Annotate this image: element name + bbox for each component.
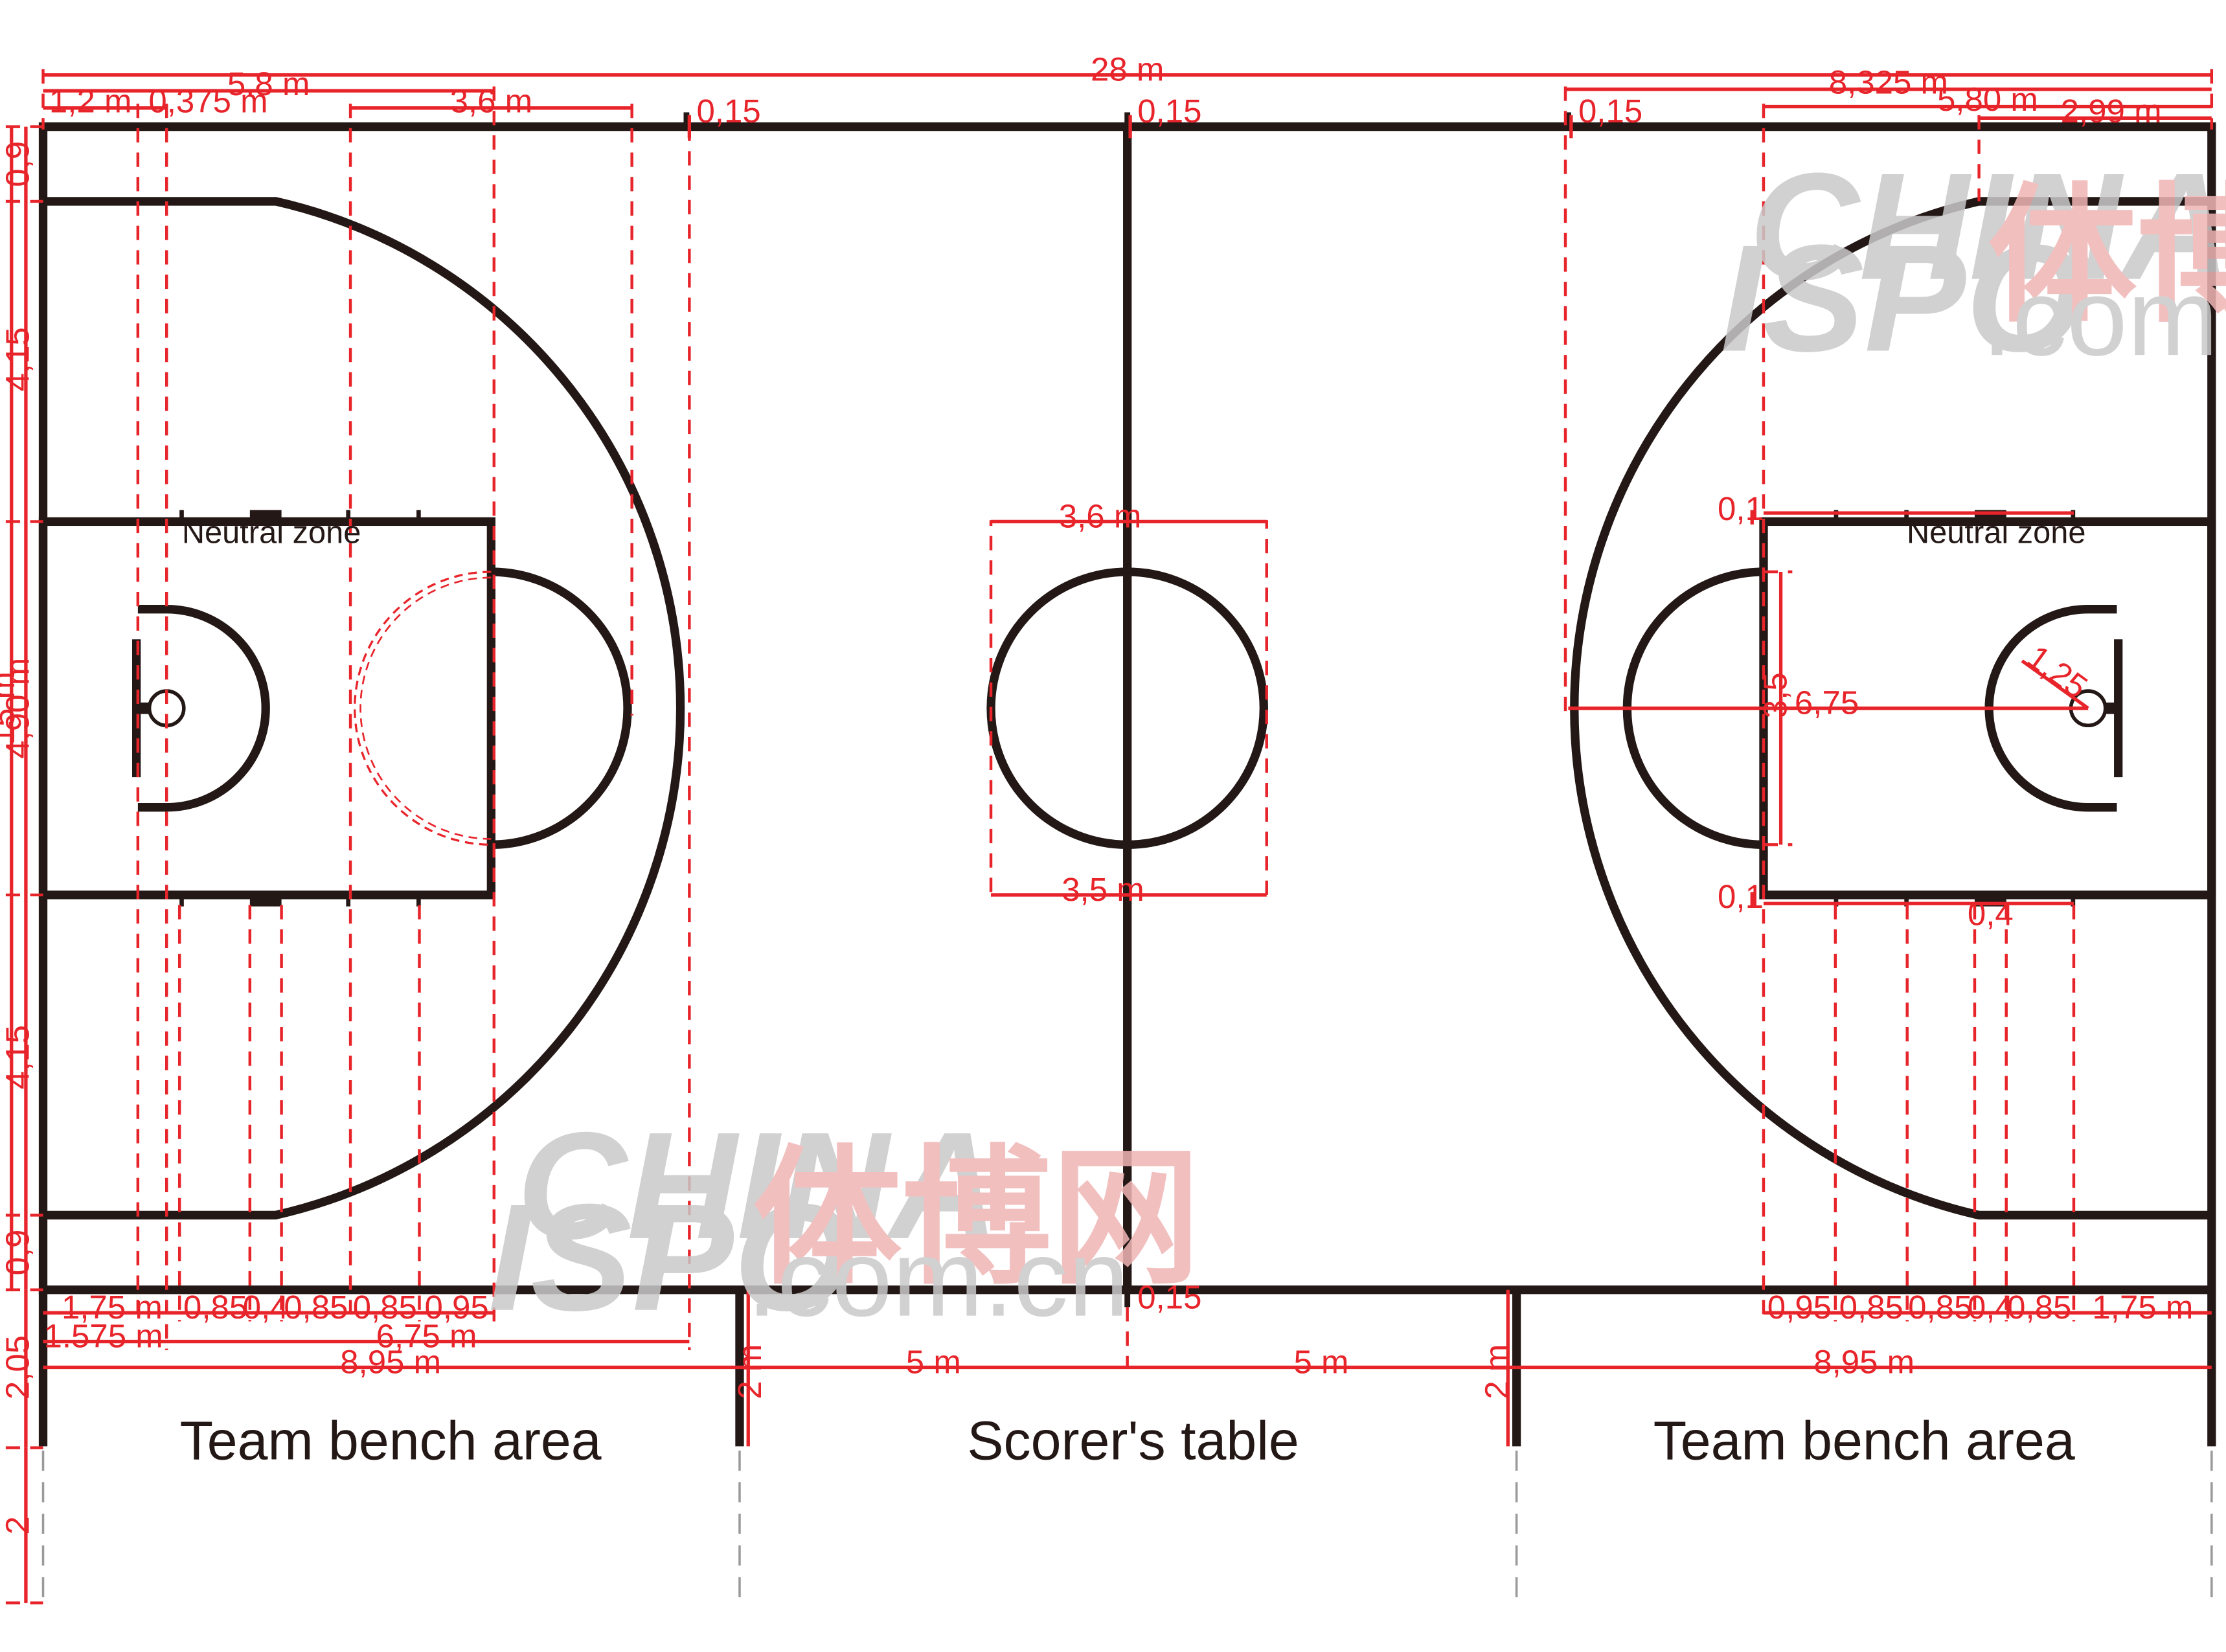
dim-bottom-5-right: 5 m — [1294, 1343, 1349, 1380]
dim-0-1-top: 0,1 — [1718, 490, 1764, 527]
dim-v-4-90: 4,90 m — [0, 658, 36, 759]
top-throw-in-mark-right — [1565, 112, 1571, 127]
dim-bl-1-75: 1,75 m — [62, 1289, 163, 1326]
dim-br-085-c: 0,85 — [2007, 1289, 2071, 1326]
dim-0-4-right: 0,4 — [1968, 896, 2014, 933]
dim-5-80: 5,80 m — [1937, 81, 2038, 118]
top-throw-in-mark-center — [1124, 112, 1131, 127]
dim-bl-085-b: 0,85 — [284, 1289, 348, 1326]
dim-bl-8-95: 8,95 m — [340, 1343, 441, 1380]
dim-center-3-5: 3,5 m — [1062, 871, 1144, 908]
dim-bl-6-75: 6,75 m — [376, 1317, 477, 1354]
watermark-cn-name-2: 体博网 — [753, 1135, 1201, 1302]
dim-total-length: 28 m — [1091, 51, 1164, 88]
neutral-zone-right-label: Neutral zone — [1907, 515, 2085, 550]
dim-br-085-a: 0,85 — [1839, 1289, 1903, 1326]
watermark-ispo-text-2: ISPO — [488, 1172, 852, 1342]
scorers-table-label: Scorer's table — [967, 1410, 1299, 1471]
left-no-charge-semicircle — [137, 605, 270, 812]
dim-bottom-015: 0,15 — [1137, 1279, 1201, 1316]
dim-8-325: 8,325 m — [1829, 64, 1948, 101]
left-three-point-line — [43, 197, 685, 1220]
dim-v-2: 2 — [0, 1516, 36, 1534]
dim-015-a: 0,15 — [696, 93, 760, 130]
left-free-throw-semicircle — [491, 567, 632, 849]
dim-bl-085-c: 0,85 — [353, 1289, 417, 1326]
dim-br-0-4: 0,4 — [1968, 1289, 2014, 1326]
watermark-cn-name: 体博网 — [1988, 172, 2226, 339]
dim-center-3-6: 3,6 m — [1059, 497, 1142, 534]
dimension-labels: 28 m 5.8 m 1,2 m 0,375 m 3,6 m 0,15 0,15… — [0, 51, 2193, 1535]
dim-bench-2-right: 2 m — [1478, 1344, 1515, 1399]
dim-br-1-75: 1,75 m — [2092, 1289, 2193, 1326]
team-bench-right-label: Team bench area — [1653, 1410, 2075, 1471]
dim-2-99: 2,99 m — [2061, 93, 2162, 130]
dim-v-4-15-bottom: 4,15 — [0, 1025, 36, 1089]
bench-extension-lines — [41, 1451, 2213, 1606]
dim-bottom-5-left: 5 m — [906, 1343, 961, 1380]
watermark-ispo-text: ISPO — [1720, 213, 2084, 383]
dim-bench-2-left: 2 m — [731, 1344, 768, 1399]
dim-bl-0-4: 0,4 — [243, 1289, 289, 1326]
dim-v-2-05: 2,05 — [0, 1335, 36, 1399]
dim-bl-0-95: 0,95 — [425, 1289, 489, 1326]
watermark-domain: .com.cn — [1982, 256, 2226, 378]
dim-v-0-9-bottom: 0,9 — [0, 1230, 36, 1276]
watermark-china-text-2: CHINA — [517, 1100, 999, 1271]
dim-5-8: 5.8 m — [227, 65, 310, 102]
dim-0-1-bottom: 0,1 — [1718, 878, 1764, 915]
top-throw-in-mark-left — [683, 112, 690, 127]
dim-015-b: 0,15 — [1137, 93, 1201, 130]
dim-015-c: 0,15 — [1578, 93, 1642, 130]
neutral-zone-left-label: Neutral zone — [182, 515, 361, 550]
dim-6-75-right: 6,75 — [1795, 685, 1859, 721]
dim-br-8-95: 8,95 m — [1813, 1343, 1914, 1380]
left-dashed-free-throw-arc — [354, 571, 492, 846]
bottom-center-mark — [1124, 1289, 1131, 1307]
dim-bl-1-575: 1.575 m — [44, 1317, 163, 1354]
dim-v-15: 15 m — [0, 672, 21, 745]
dim-3-5-right: 3,5 — [1756, 672, 1793, 718]
dim-v-4-15-top: 4,15 — [0, 327, 36, 391]
area-labels: Neutral zone Neutral zone Team bench are… — [180, 515, 2086, 1471]
watermark-bottom-center: CHINA ISPO 体博网 .com.cn — [488, 1100, 1201, 1342]
watermark-china-text: CHINA — [1749, 141, 2226, 311]
left-lane-marks — [179, 510, 421, 907]
dim-v-0-9-top: 0,9 — [0, 141, 36, 187]
watermark-domain-2: .com.cn — [747, 1217, 1129, 1339]
dim-br-0-95: 0,95 — [1767, 1289, 1832, 1326]
watermark-top-right: CHINA ISPO 体博网 .com.cn — [1720, 141, 2226, 383]
dimension-guides — [5, 69, 2214, 1605]
dim-0-375: 0,375 m — [148, 82, 267, 119]
team-bench-left-label: Team bench area — [180, 1410, 602, 1471]
dim-3-6-top: 3,6 m — [450, 82, 533, 119]
dim-br-085-b: 0,85 — [1908, 1289, 1972, 1326]
left-rim-connector — [136, 702, 151, 714]
dim-1-2: 1,2 m — [49, 82, 132, 119]
dim-bl-085-a: 0,85 — [183, 1289, 247, 1326]
right-rim-connector — [2104, 702, 2118, 714]
